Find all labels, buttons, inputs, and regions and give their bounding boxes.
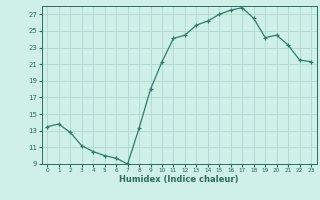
X-axis label: Humidex (Indice chaleur): Humidex (Indice chaleur) [119, 175, 239, 184]
